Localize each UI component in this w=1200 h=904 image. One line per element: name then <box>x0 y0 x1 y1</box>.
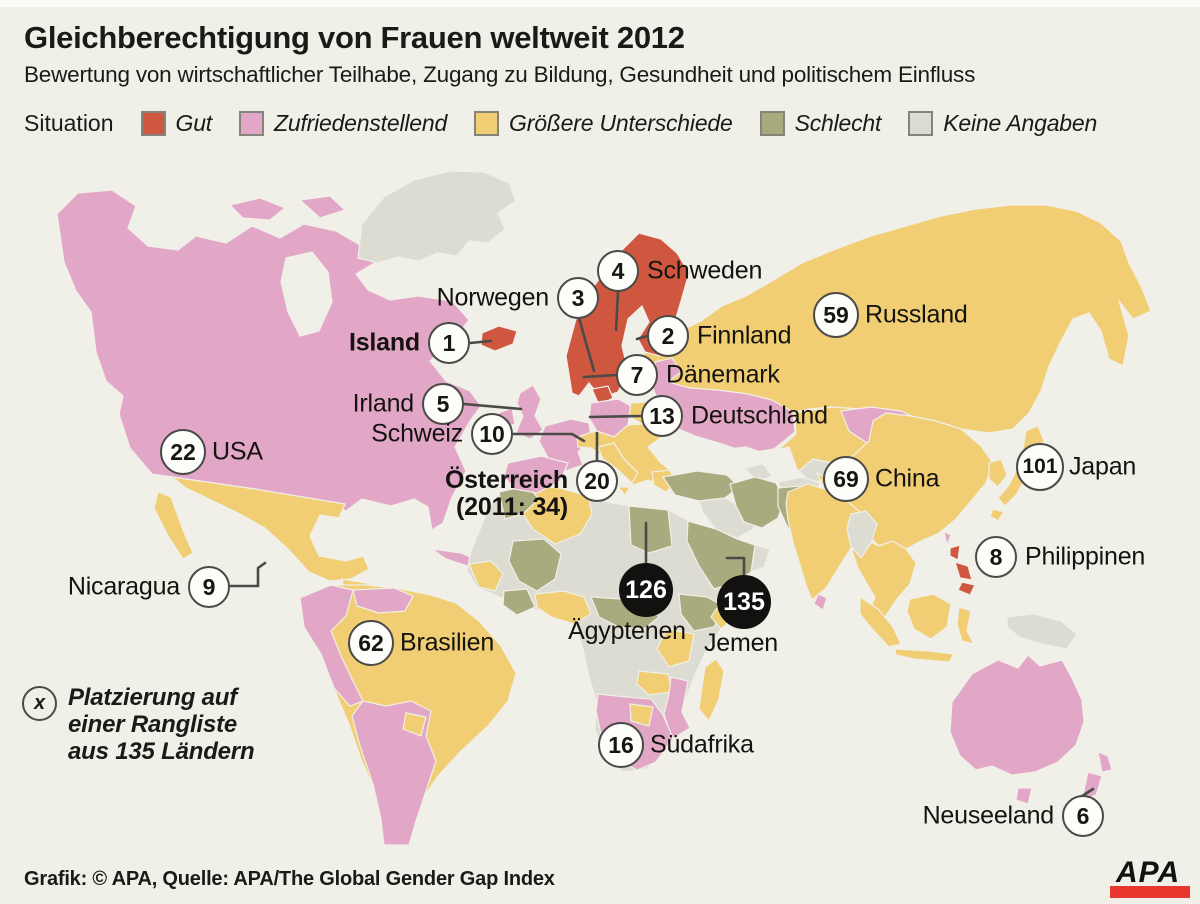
rank-note-text: Platzierung auf einer Rangliste aus 135 … <box>68 684 255 765</box>
rank-circle: 3 <box>557 277 599 319</box>
rank-circle: 135 <box>717 575 771 629</box>
apa-logo-text: APA <box>1116 856 1181 889</box>
country-label: Österreich (2011: 34) <box>445 467 568 521</box>
country-label: Philippinen <box>1025 542 1146 571</box>
legend-swatch-zufriedenstellend <box>239 111 264 136</box>
legend-item-keine-angaben: Keine Angaben <box>908 110 1097 137</box>
legend-label-zufriedenstellend: Zufriedenstellend <box>274 110 448 136</box>
rank-circle: 6 <box>1062 795 1104 837</box>
country-label-sub: (2011: 34) <box>456 493 568 521</box>
countries-oceania <box>949 654 1113 805</box>
legend-label-keine-angaben: Keine Angaben <box>943 110 1098 136</box>
rank-circle: 7 <box>616 354 658 396</box>
legend: Situation Gut Zufriedenstellend Größere … <box>24 110 1097 137</box>
credit-line: Grafik: © APA, Quelle: APA/The Global Ge… <box>24 868 555 890</box>
rank-circle: 10 <box>471 413 513 455</box>
legend-item-zufriedenstellend: Zufriedenstellend <box>239 110 447 137</box>
rank-circle: 9 <box>188 566 230 608</box>
top-strip <box>0 0 1200 7</box>
country-label: Deutschland <box>691 401 828 430</box>
country-label: Russland <box>865 300 968 329</box>
apa-logo: APA <box>1110 856 1196 900</box>
legend-label-gut: Gut <box>175 110 213 136</box>
rank-placeholder-icon: x <box>22 686 57 721</box>
country-label: USA <box>212 437 263 466</box>
page-subtitle: Bewertung von wirtschaftlicher Teilhabe,… <box>24 62 976 87</box>
country-label: Schweden <box>647 256 763 285</box>
rank-circle: 20 <box>576 460 618 502</box>
apa-logo-bar <box>1110 886 1190 898</box>
rank-circle: 101 <box>1016 443 1064 491</box>
country-label: Island <box>348 328 420 357</box>
rank-circle: 62 <box>348 620 394 666</box>
rank-circle: 16 <box>598 722 644 768</box>
legend-item-gut: Gut <box>140 110 213 137</box>
legend-item-schlecht: Schlecht <box>759 110 882 137</box>
rank-circle: 2 <box>647 315 689 357</box>
country-label: Brasilien <box>400 628 495 657</box>
legend-swatch-groessere-unterschiede <box>474 111 500 136</box>
legend-label-groessere-unterschiede: Größere Unterschiede <box>509 110 733 136</box>
legend-swatch-keine-angaben <box>908 111 934 136</box>
rank-circle: 8 <box>975 536 1017 578</box>
country-label-main: Österreich <box>444 466 568 494</box>
country-label: Japan <box>1069 452 1137 481</box>
rank-circle: 13 <box>641 395 683 437</box>
legend-item-groessere-unterschiede: Größere Unterschiede <box>474 110 733 137</box>
countries-south-america <box>299 584 517 846</box>
country-label: Irland <box>352 389 415 418</box>
legend-label-schlecht: Schlecht <box>794 110 882 136</box>
rank-circle: 69 <box>823 456 869 502</box>
country-label: Ägyptenen <box>568 617 686 645</box>
country-label: Dänemark <box>666 360 780 389</box>
countries-africa <box>466 484 742 773</box>
country-label: Südafrika <box>650 730 754 759</box>
header: Gleichberechtigung von Frauen weltweit 2… <box>24 20 1184 88</box>
rank-circle: 59 <box>813 292 859 338</box>
leader-lines <box>228 290 1095 806</box>
rank-circle: 4 <box>597 250 639 292</box>
country-label: China <box>875 464 940 493</box>
country-label: Neuseeland <box>922 801 1055 830</box>
country-label: Schweiz <box>371 419 463 448</box>
country-label: Norwegen <box>436 283 550 312</box>
legend-title: Situation <box>24 110 114 136</box>
rank-circle: 1 <box>428 322 470 364</box>
countries-russia-central-asia <box>640 204 1152 484</box>
rank-circle: 126 <box>619 563 673 617</box>
country-label: Nicaragua <box>67 572 180 601</box>
rank-circle: 22 <box>160 429 206 475</box>
legend-swatch-gut <box>140 111 166 136</box>
country-label: Finnland <box>697 321 792 350</box>
rank-circle: 5 <box>422 383 464 425</box>
country-label: Jemen <box>703 629 779 657</box>
page-title: Gleichberechtigung von Frauen weltweit 2… <box>24 20 685 55</box>
legend-swatch-schlecht <box>759 111 785 136</box>
rank-note: x Platzierung auf einer Rangliste aus 13… <box>22 684 268 765</box>
